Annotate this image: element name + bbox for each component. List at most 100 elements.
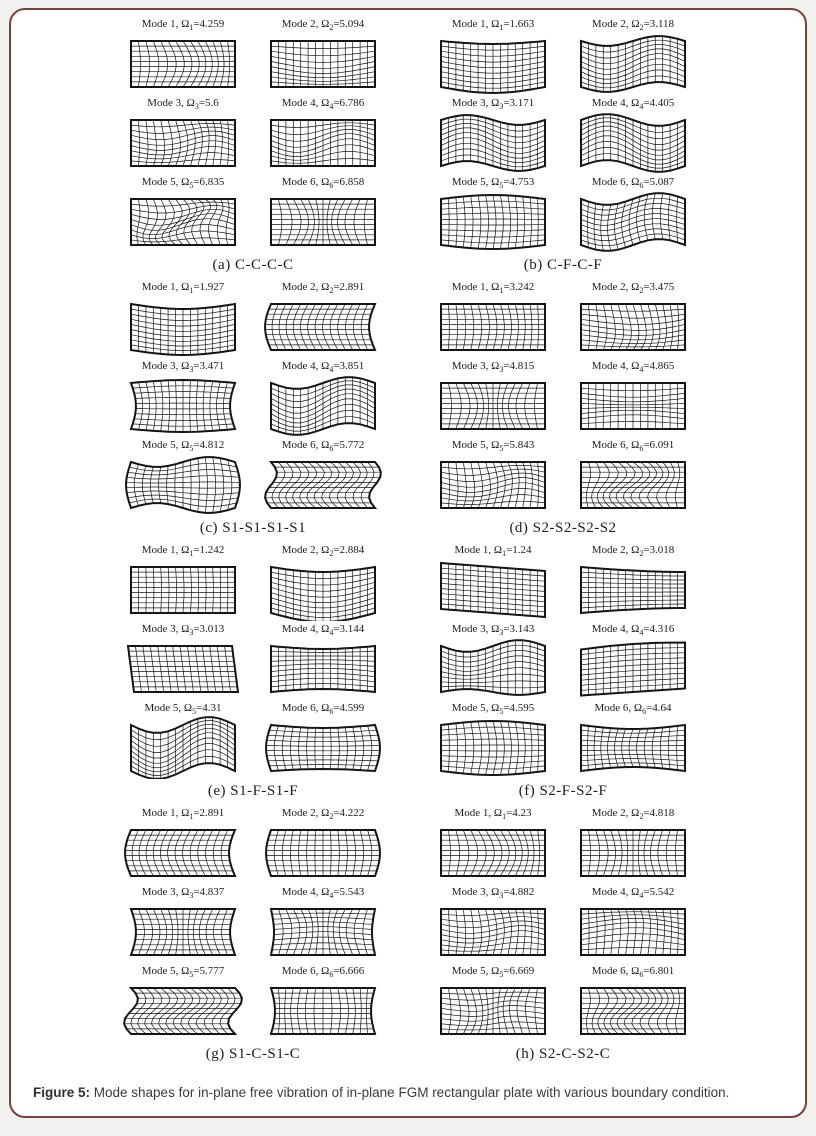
mode-shape-cell: Mode 1, Ω1=3.242	[431, 281, 555, 358]
mode-mesh-svg	[580, 908, 686, 956]
mode-shape-cell: Mode 4, Ω4=4.316	[571, 623, 695, 700]
mode-label: Mode 5, Ω5=6.835	[141, 176, 225, 191]
mode-label: Mode 4, Ω4=6.786	[281, 97, 365, 112]
panel: Mode 1, Ω1=4.259 Mode 2, Ω2=5.094 Mode 3…	[121, 18, 385, 275]
figure-box: Mode 1, Ω1=4.259 Mode 2, Ω2=5.094 Mode 3…	[9, 8, 807, 1118]
mode-shape-cell: Mode 6, Ω6=5.087	[571, 176, 695, 253]
mode-label: Mode 4, Ω4=5.543	[281, 886, 365, 901]
mode-shape-cell: Mode 1, Ω1=1.242	[121, 544, 245, 621]
mode-label: Mode 4, Ω4=4.316	[591, 623, 675, 638]
panel-modes: Mode 1, Ω1=4.23 Mode 2, Ω2=4.818 Mode 3,…	[431, 807, 695, 1042]
mode-label: Mode 3, Ω3=3.013	[141, 623, 225, 638]
mode-mesh-svg	[580, 723, 686, 773]
mode-mesh-svg	[270, 198, 376, 246]
mode-mesh-svg	[265, 723, 381, 773]
mode-label: Mode 5, Ω5=4.753	[451, 176, 535, 191]
mode-mesh-svg	[264, 461, 382, 509]
mode-label: Mode 6, Ω6=4.64	[594, 702, 672, 717]
mode-label: Mode 1, Ω1=4.23	[454, 807, 532, 822]
panel-modes: Mode 1, Ω1=1.663 Mode 2, Ω2=3.118 Mode 3…	[431, 18, 695, 253]
panel-label: (a) C-C-C-C	[212, 257, 294, 273]
panel-modes: Mode 1, Ω1=4.259 Mode 2, Ω2=5.094 Mode 3…	[121, 18, 385, 253]
mode-label: Mode 2, Ω2=3.475	[591, 281, 675, 296]
mode-label: Mode 1, Ω1=4.259	[141, 18, 225, 33]
mode-mesh-svg	[440, 39, 546, 95]
panel: Mode 1, Ω1=2.891 Mode 2, Ω2=4.222 Mode 3…	[121, 807, 385, 1064]
mode-shape-cell: Mode 6, Ω6=4.64	[571, 702, 695, 779]
panel: Mode 1, Ω1=1.663 Mode 2, Ω2=3.118 Mode 3…	[431, 18, 695, 275]
mode-label: Mode 1, Ω1=1.663	[451, 18, 535, 33]
mode-label: Mode 1, Ω1=2.891	[141, 807, 225, 822]
panels: Mode 1, Ω1=4.259 Mode 2, Ω2=5.094 Mode 3…	[11, 10, 805, 1064]
mode-mesh-svg	[580, 192, 686, 252]
mode-mesh-svg	[129, 908, 237, 956]
mode-mesh-svg	[580, 829, 686, 877]
mode-mesh-svg	[264, 303, 377, 351]
mode-shape-cell: Mode 2, Ω2=2.884	[261, 544, 385, 621]
mode-shape-cell: Mode 4, Ω4=3.144	[261, 623, 385, 700]
mode-shape-cell: Mode 2, Ω2=3.118	[571, 18, 695, 95]
mode-mesh-svg	[580, 641, 686, 697]
mode-label: Mode 3, Ω3=4.815	[451, 360, 535, 375]
mode-shape-cell: Mode 1, Ω1=1.24	[431, 544, 555, 621]
mode-mesh-svg	[270, 40, 376, 88]
panel-label: (h) S2-C-S2-C	[515, 1046, 611, 1062]
mode-label: Mode 2, Ω2=4.222	[281, 807, 365, 822]
panel: Mode 1, Ω1=1.242 Mode 2, Ω2=2.884 Mode 3…	[121, 544, 385, 801]
mode-shape-cell: Mode 1, Ω1=1.663	[431, 18, 555, 95]
mode-label: Mode 6, Ω6=5.087	[591, 176, 675, 191]
mode-shape-cell: Mode 3, Ω3=3.171	[431, 97, 555, 174]
figure-caption-label: Figure 5:	[33, 1085, 91, 1101]
panel-modes: Mode 1, Ω1=3.242 Mode 2, Ω2=3.475 Mode 3…	[431, 281, 695, 516]
mode-shape-cell: Mode 5, Ω5=4.812	[121, 439, 245, 516]
mode-mesh-svg	[440, 639, 546, 696]
panel-modes: Mode 1, Ω1=1.24 Mode 2, Ω2=3.018 Mode 3,…	[431, 544, 695, 779]
mode-mesh-svg	[440, 303, 546, 351]
mode-label: Mode 2, Ω2=4.818	[591, 807, 675, 822]
mode-shape-cell: Mode 4, Ω4=3.851	[261, 360, 385, 437]
mode-mesh-svg	[580, 382, 686, 430]
mode-shape-cell: Mode 5, Ω5=6.669	[431, 965, 555, 1042]
mode-shape-cell: Mode 3, Ω3=4.837	[121, 886, 245, 963]
mode-shape-cell: Mode 5, Ω5=5.843	[431, 439, 555, 516]
mode-shape-cell: Mode 6, Ω6=6.091	[571, 439, 695, 516]
panel: Mode 1, Ω1=3.242 Mode 2, Ω2=3.475 Mode 3…	[431, 281, 695, 538]
mode-mesh-svg	[440, 193, 546, 251]
mode-shape-cell: Mode 2, Ω2=4.222	[261, 807, 385, 884]
mode-mesh-svg	[124, 829, 237, 877]
mode-label: Mode 3, Ω3=4.882	[451, 886, 535, 901]
mode-shape-cell: Mode 5, Ω5=6.835	[121, 176, 245, 253]
mode-shape-cell: Mode 3, Ω3=3.471	[121, 360, 245, 437]
mode-label: Mode 3, Ω3=4.837	[141, 886, 225, 901]
mode-label: Mode 5, Ω5=6.669	[451, 965, 535, 980]
mode-label: Mode 6, Ω6=6.091	[591, 439, 675, 454]
mode-shape-cell: Mode 1, Ω1=1.927	[121, 281, 245, 358]
mode-mesh-svg	[440, 461, 546, 509]
mode-label: Mode 3, Ω3=3.471	[141, 360, 225, 375]
mode-shape-cell: Mode 3, Ω3=3.013	[121, 623, 245, 700]
mode-shape-cell: Mode 6, Ω6=6.801	[571, 965, 695, 1042]
mode-label: Mode 6, Ω6=6.666	[281, 965, 365, 980]
mode-shape-cell: Mode 4, Ω4=5.543	[261, 886, 385, 963]
mode-label: Mode 1, Ω1=1.927	[141, 281, 225, 296]
panel: Mode 1, Ω1=4.23 Mode 2, Ω2=4.818 Mode 3,…	[431, 807, 695, 1064]
mode-shape-cell: Mode 2, Ω2=3.475	[571, 281, 695, 358]
panel: Mode 1, Ω1=1.24 Mode 2, Ω2=3.018 Mode 3,…	[431, 544, 695, 801]
mode-mesh-svg	[580, 35, 686, 93]
mode-label: Mode 1, Ω1=1.24	[454, 544, 532, 559]
mode-shape-cell: Mode 2, Ω2=5.094	[261, 18, 385, 95]
mode-label: Mode 3, Ω3=5.6	[147, 97, 219, 112]
mode-mesh-svg	[580, 113, 686, 173]
mode-shape-cell: Mode 6, Ω6=4.599	[261, 702, 385, 779]
mode-shape-cell: Mode 3, Ω3=3.143	[431, 623, 555, 700]
mode-shape-cell: Mode 2, Ω2=2.891	[261, 281, 385, 358]
mode-shape-cell: Mode 5, Ω5=4.595	[431, 702, 555, 779]
mode-mesh-svg	[270, 644, 376, 694]
mode-shape-cell: Mode 5, Ω5=4.31	[121, 702, 245, 779]
mode-mesh-svg	[440, 561, 546, 619]
mode-shape-cell: Mode 1, Ω1=4.259	[121, 18, 245, 95]
mode-mesh-svg	[440, 719, 546, 777]
mode-mesh-svg	[130, 40, 236, 88]
panel-label: (d) S2-S2-S2-S2	[509, 520, 617, 536]
mode-label: Mode 2, Ω2=2.891	[281, 281, 365, 296]
